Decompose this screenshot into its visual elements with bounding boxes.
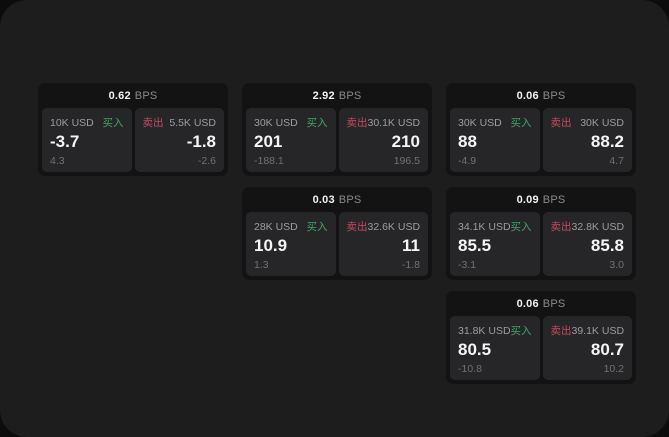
buy-price: 80.5: [458, 340, 492, 359]
sell-change: 3.0: [609, 259, 624, 271]
quote-card: 2.92 BPS 30K USD 买入 201 -188.1 卖出 30.1K …: [242, 83, 432, 176]
buy-size-label: 34.1K USD: [458, 221, 511, 233]
panels-row: 28K USD 买入 10.9 1.3 卖出 32.6K USD 11 -1.8: [242, 212, 432, 280]
sell-panel[interactable]: 卖出 32.6K USD 11 -1.8: [338, 212, 428, 276]
buy-price: -3.7: [50, 132, 80, 151]
card-header: 0.62 BPS: [38, 83, 228, 108]
sell-side-label: 卖出: [142, 117, 164, 129]
buy-price: 88: [458, 132, 477, 151]
sell-panel[interactable]: 卖出 39.1K USD 80.7 10.2: [542, 316, 632, 380]
bps-value: 2.92: [312, 89, 335, 102]
sell-panel[interactable]: 卖出 5.5K USD -1.8 -2.6: [134, 108, 224, 172]
buy-size-label: 30K USD: [458, 117, 502, 129]
buy-price: 10.9: [254, 236, 288, 255]
panels-row: 31.8K USD 买入 80.5 -10.8 卖出 39.1K USD 80.…: [446, 316, 636, 384]
sell-side-label: 卖出: [346, 117, 368, 129]
sell-size-label: 30K USD: [580, 117, 624, 129]
bps-unit-label: BPS: [542, 297, 566, 310]
sell-side-label: 卖出: [550, 325, 572, 337]
quote-grid: 0.62 BPS 10K USD 买入 -3.7 4.3 卖出 5.5K USD: [38, 83, 636, 384]
sell-side-label: 卖出: [550, 221, 572, 233]
bps-unit-label: BPS: [542, 193, 566, 206]
sell-price: 210: [391, 132, 420, 151]
buy-side-label: 买入: [102, 117, 124, 129]
sell-size-label: 39.1K USD: [571, 325, 625, 337]
bps-value: 0.09: [516, 193, 539, 206]
card-header: 0.06 BPS: [446, 291, 636, 316]
buy-side-label: 买入: [510, 221, 532, 233]
buy-change: -188.1: [254, 155, 284, 167]
bps-unit-label: BPS: [338, 193, 362, 206]
sell-side-label: 卖出: [346, 221, 368, 233]
quote-card: 0.62 BPS 10K USD 买入 -3.7 4.3 卖出 5.5K USD: [38, 83, 228, 176]
bps-value: 0.06: [516, 297, 539, 310]
bps-unit-label: BPS: [542, 89, 566, 102]
card-header: 0.06 BPS: [446, 83, 636, 108]
buy-panel[interactable]: 34.1K USD 买入 85.5 -3.1: [450, 212, 540, 276]
sell-price: -1.8: [186, 132, 216, 151]
sell-change: 10.2: [603, 363, 624, 375]
bps-value: 0.06: [516, 89, 539, 102]
buy-size-label: 30K USD: [254, 117, 298, 129]
sell-price: 11: [402, 236, 420, 255]
panels-row: 34.1K USD 买入 85.5 -3.1 卖出 32.8K USD 85.8…: [446, 212, 636, 280]
sell-change: 196.5: [393, 155, 420, 167]
panels-row: 30K USD 买入 88 -4.9 卖出 30K USD 88.2 4.7: [446, 108, 636, 176]
buy-change: -4.9: [458, 155, 477, 167]
buy-panel[interactable]: 30K USD 买入 201 -188.1: [246, 108, 336, 172]
buy-size-label: 31.8K USD: [458, 325, 511, 337]
buy-panel[interactable]: 10K USD 买入 -3.7 4.3: [42, 108, 132, 172]
bps-unit-label: BPS: [134, 89, 158, 102]
buy-side-label: 买入: [306, 221, 328, 233]
buy-panel[interactable]: 30K USD 买入 88 -4.9: [450, 108, 540, 172]
sell-change: -1.8: [401, 259, 420, 271]
panels-row: 10K USD 买入 -3.7 4.3 卖出 5.5K USD -1.8 -2.…: [38, 108, 228, 176]
buy-side-label: 买入: [306, 117, 328, 129]
sell-size-label: 32.6K USD: [367, 221, 421, 233]
sell-size-label: 30.1K USD: [367, 117, 421, 129]
buy-change: -10.8: [458, 363, 482, 375]
sell-panel[interactable]: 卖出 30.1K USD 210 196.5: [338, 108, 428, 172]
card-header: 2.92 BPS: [242, 83, 432, 108]
buy-side-label: 买入: [510, 325, 532, 337]
buy-change: 1.3: [254, 259, 269, 271]
panels-row: 30K USD 买入 201 -188.1 卖出 30.1K USD 210 1…: [242, 108, 432, 176]
buy-size-label: 10K USD: [50, 117, 94, 129]
buy-price: 85.5: [458, 236, 492, 255]
sell-side-label: 卖出: [550, 117, 572, 129]
buy-price: 201: [254, 132, 283, 151]
sell-price: 85.8: [590, 236, 624, 255]
sell-size-label: 32.8K USD: [571, 221, 625, 233]
buy-panel[interactable]: 31.8K USD 买入 80.5 -10.8: [450, 316, 540, 380]
quote-card: 0.03 BPS 28K USD 买入 10.9 1.3 卖出 32.6K US…: [242, 187, 432, 280]
buy-side-label: 买入: [510, 117, 532, 129]
sell-change: 4.7: [609, 155, 624, 167]
buy-size-label: 28K USD: [254, 221, 298, 233]
buy-change: 4.3: [50, 155, 65, 167]
sell-size-label: 5.5K USD: [169, 117, 216, 129]
card-header: 0.09 BPS: [446, 187, 636, 212]
sell-panel[interactable]: 卖出 30K USD 88.2 4.7: [542, 108, 632, 172]
sell-panel[interactable]: 卖出 32.8K USD 85.8 3.0: [542, 212, 632, 276]
sell-price: 80.7: [590, 340, 624, 359]
bps-value: 0.62: [108, 89, 131, 102]
sell-price: 88.2: [590, 132, 624, 151]
bps-value: 0.03: [312, 193, 335, 206]
bps-unit-label: BPS: [338, 89, 362, 102]
card-header: 0.03 BPS: [242, 187, 432, 212]
quote-card: 0.06 BPS 30K USD 买入 88 -4.9 卖出 30K USD: [446, 83, 636, 176]
quote-card: 0.09 BPS 34.1K USD 买入 85.5 -3.1 卖出 32.8K…: [446, 187, 636, 280]
sell-change: -2.6: [197, 155, 216, 167]
buy-change: -3.1: [458, 259, 477, 271]
buy-panel[interactable]: 28K USD 买入 10.9 1.3: [246, 212, 336, 276]
quote-card: 0.06 BPS 31.8K USD 买入 80.5 -10.8 卖出 39.1…: [446, 291, 636, 384]
